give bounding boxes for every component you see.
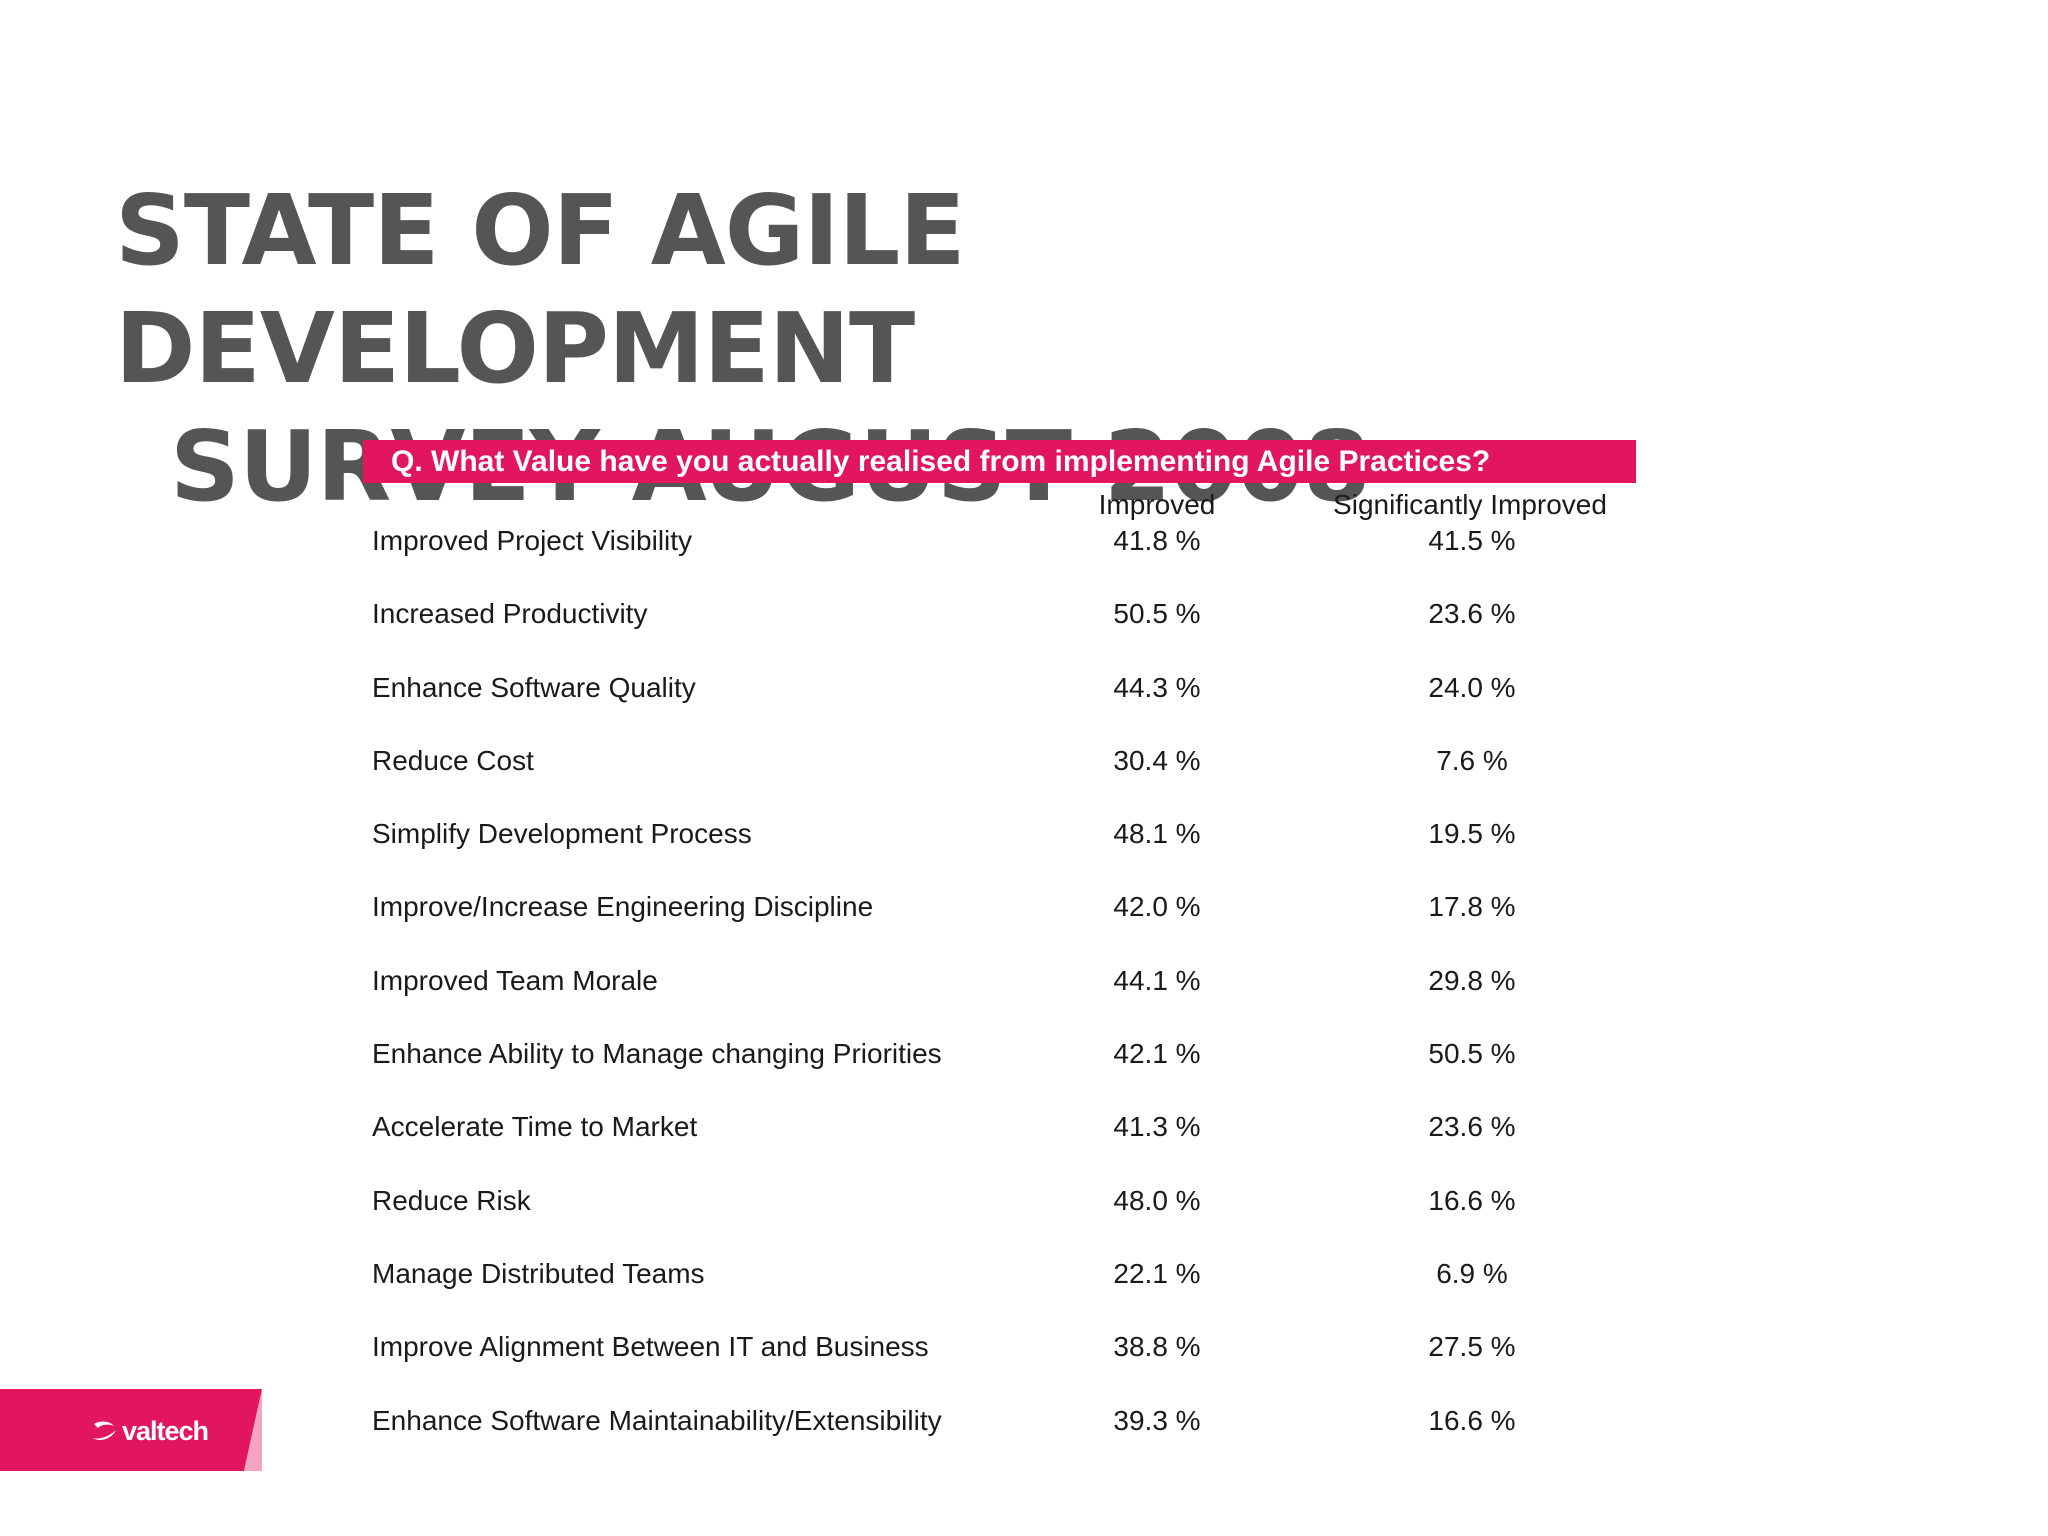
improved-value: 48.0 % (1113, 1184, 1201, 1216)
table-row: Improve Alignment Between IT and Busines… (372, 1329, 1672, 1402)
row-label: Enhance Ability to Manage changing Prior… (372, 1038, 942, 1070)
row-label: Simplify Development Process (372, 818, 752, 850)
improved-value: 42.0 % (1113, 891, 1201, 923)
significantly-improved-value: 29.8 % (1428, 964, 1516, 996)
row-label: Enhance Software Quality (372, 671, 696, 703)
table-row: Reduce Risk 48.0 % 16.6 % (372, 1183, 1672, 1256)
row-label: Improved Project Visibility (372, 525, 693, 556)
row-label: Accelerate Time to Market (372, 1111, 698, 1143)
significantly-improved-value: 17.8 % (1428, 891, 1516, 923)
improved-value: 44.1 % (1113, 964, 1201, 996)
significantly-improved-value: 23.6 % (1428, 598, 1516, 630)
table-row: Enhance Ability to Manage changing Prior… (372, 1036, 1672, 1109)
improved-value: 22.1 % (1113, 1257, 1201, 1289)
table-row: Enhance Software Quality 44.3 % 24.0 % (372, 670, 1672, 743)
improved-value: 39.3 % (1113, 1404, 1201, 1436)
improved-value: 41.3 % (1113, 1111, 1201, 1143)
table-row: Manage Distributed Teams 22.1 % 6.9 % (372, 1256, 1672, 1329)
valtech-swoosh-icon (92, 1421, 116, 1441)
table-row: Simplify Development Process 48.1 % 19.5 % (372, 816, 1672, 889)
row-label: Manage Distributed Teams (372, 1257, 705, 1289)
table-row: Improved Project Visibility 41.8 % 41.5 % (372, 523, 1672, 596)
significantly-improved-value: 19.5 % (1428, 818, 1516, 850)
valtech-logo: valtech (90, 1414, 209, 1448)
significantly-improved-value: 24.0 % (1428, 671, 1516, 703)
table-row: Increased Productivity 50.5 % 23.6 % (372, 596, 1672, 669)
logo-band-shape (0, 1389, 262, 1471)
significantly-improved-value: 16.6 % (1428, 1184, 1516, 1216)
significantly-improved-value: 6.9 % (1436, 1257, 1508, 1289)
significantly-improved-value: 50.5 % (1428, 1038, 1516, 1070)
valtech-logo-text: valtech (122, 1416, 209, 1446)
row-label: Improve/Increase Engineering Discipline (372, 891, 874, 923)
significantly-improved-value: 27.5 % (1428, 1331, 1516, 1363)
improved-value: 44.3 % (1113, 671, 1201, 703)
column-header-significantly-improved: Significantly Improved (1333, 489, 1607, 520)
significantly-improved-value: 7.6 % (1436, 744, 1508, 776)
significantly-improved-value: 23.6 % (1428, 1111, 1516, 1143)
row-label: Enhance Software Maintainability/Extensi… (372, 1404, 942, 1436)
row-label: Improved Team Morale (372, 964, 658, 996)
table-row: Enhance Software Maintainability/Extensi… (372, 1403, 1672, 1476)
slide-title-line1: STATE OF AGILE DEVELOPMENT (115, 174, 966, 405)
improved-value: 42.1 % (1113, 1038, 1201, 1070)
row-label: Increased Productivity (372, 598, 648, 630)
improved-value: 41.8 % (1113, 525, 1201, 556)
row-label: Reduce Risk (372, 1184, 531, 1216)
significantly-improved-value: 41.5 % (1428, 525, 1516, 556)
improved-value: 50.5 % (1113, 598, 1201, 630)
results-table: Improved Project Visibility 41.8 % 41.5 % I… (372, 523, 1672, 1476)
improved-value: 48.1 % (1113, 818, 1201, 850)
table-row: Improved Team Morale 44.1 % 29.8 % (372, 963, 1672, 1036)
significantly-improved-value: 16.6 % (1428, 1404, 1516, 1436)
row-label: Reduce Cost (372, 744, 534, 776)
table-row: Accelerate Time to Market 41.3 % 23.6 % (372, 1109, 1672, 1182)
improved-value: 38.8 % (1113, 1331, 1201, 1363)
column-header-improved: Improved (1098, 489, 1216, 520)
improved-value: 30.4 % (1113, 744, 1201, 776)
row-label: Improve Alignment Between IT and Busines… (372, 1331, 929, 1363)
logo-band (0, 1389, 262, 1471)
question-banner: Q. What Value have you actually realised… (363, 440, 1636, 483)
table-row: Reduce Cost 30.4 % 7.6 % (372, 743, 1672, 816)
table-row: Improve/Increase Engineering Discipline 4… (372, 889, 1672, 962)
